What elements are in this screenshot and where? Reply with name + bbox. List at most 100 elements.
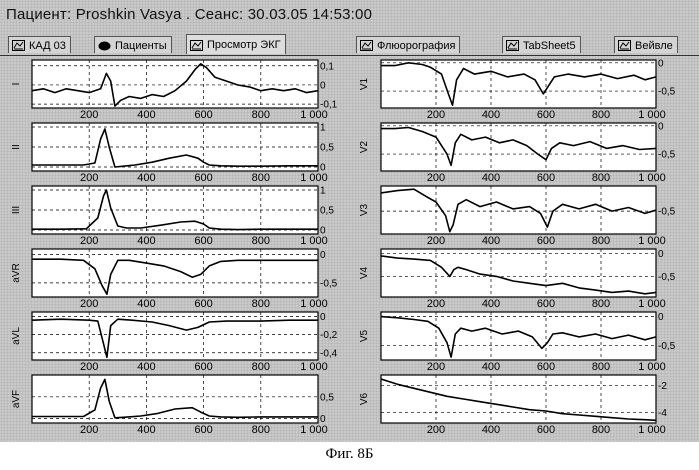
- ecg-panel-i: I 200 400 600 800 1 000 0,1 0 -0,1: [11, 60, 338, 121]
- y-tick-label: 0: [658, 249, 664, 260]
- x-tick-label: 600: [194, 172, 212, 184]
- y-tick-label: -0,5: [658, 207, 676, 218]
- x-tick-label: 400: [482, 235, 500, 247]
- x-tick-label: 400: [137, 235, 155, 247]
- x-tick-label: 400: [137, 109, 155, 121]
- x-tick-label: 600: [194, 361, 212, 373]
- plot-area: [381, 249, 656, 297]
- y-tick-label: 1: [320, 123, 326, 134]
- x-tick-label: 600: [537, 424, 555, 436]
- y-tick-label: 1: [320, 186, 326, 197]
- figure-caption: Фиг. 8Б: [0, 446, 699, 463]
- lead-label: V1: [359, 77, 370, 90]
- y-tick-label: -0,5: [658, 87, 676, 98]
- ecg-panel-v4: V42004006008001 0000-0,5: [359, 249, 676, 310]
- lead-label: V6: [359, 392, 370, 405]
- y-tick-label: 0: [320, 226, 326, 237]
- y-tick-label: 0: [320, 80, 326, 91]
- x-tick-label: 1 000: [300, 109, 328, 121]
- x-tick-label: 200: [427, 424, 445, 436]
- y-tick-label: 0,5: [320, 206, 334, 217]
- x-tick-label: 200: [80, 424, 98, 436]
- x-tick-label: 800: [592, 361, 610, 373]
- x-tick-label: 400: [482, 109, 500, 121]
- plot-area: [381, 375, 656, 423]
- x-tick-label: 600: [194, 424, 212, 436]
- x-tick-label: 600: [194, 235, 212, 247]
- x-tick-label: 200: [427, 235, 445, 247]
- y-tick-label: -0,4: [320, 348, 338, 359]
- x-tick-label: 600: [537, 109, 555, 121]
- lead-label: I: [11, 83, 22, 86]
- ecg-panel-v2: V22004006008001 0000-0,5: [359, 121, 676, 184]
- ecg-panel-avl: aVL2004006008001 0000-0,2-0,4: [11, 312, 338, 373]
- x-tick-label: 1 000: [638, 235, 666, 247]
- plot-area: [32, 60, 318, 108]
- x-tick-label: 200: [427, 172, 445, 184]
- x-tick-label: 200: [80, 235, 98, 247]
- ecg-viewer-window: Пациент: Proshkin Vasya . Сеанс: 30.03.0…: [0, 0, 699, 442]
- x-tick-label: 1 000: [638, 361, 666, 373]
- lead-label: V2: [359, 140, 370, 153]
- x-tick-label: 600: [537, 298, 555, 310]
- y-tick-label: 0: [658, 58, 664, 69]
- x-tick-label: 600: [194, 109, 212, 121]
- x-tick-label: 400: [137, 361, 155, 373]
- lead-label: II: [11, 144, 22, 150]
- x-tick-label: 200: [80, 109, 98, 121]
- y-tick-label: 0,5: [320, 143, 334, 154]
- lead-label: aVF: [11, 390, 22, 408]
- lead-label: V3: [359, 203, 370, 216]
- x-tick-label: 200: [427, 109, 445, 121]
- x-tick-label: 800: [252, 424, 270, 436]
- x-tick-label: 800: [252, 361, 270, 373]
- ecg-panel-v5: V52004006008001 0000-0,5: [359, 312, 676, 373]
- ecg-panel-iii: III2004006008001 00010,50: [11, 186, 334, 248]
- x-tick-label: 800: [592, 172, 610, 184]
- y-tick-label: 0,1: [320, 61, 334, 72]
- x-tick-label: 800: [592, 424, 610, 436]
- x-tick-label: 400: [137, 172, 155, 184]
- y-tick-label: -0,5: [658, 272, 676, 283]
- y-tick-label: -4: [658, 408, 667, 419]
- plot-area: [381, 60, 656, 108]
- plot-area: [381, 312, 656, 360]
- x-tick-label: 200: [80, 361, 98, 373]
- x-tick-label: 800: [592, 109, 610, 121]
- x-tick-label: 1 000: [638, 172, 666, 184]
- ecg-lead-panels: I2004006008001 0000,10-0,1II200400600800…: [0, 0, 699, 442]
- y-tick-label: -2: [658, 381, 667, 392]
- y-tick-label: 0: [658, 312, 664, 323]
- ecg-panel-ii: II2004006008001 00010,50: [11, 123, 334, 185]
- x-tick-label: 800: [592, 298, 610, 310]
- y-tick-label: -0,2: [320, 330, 338, 341]
- lead-label: aVR: [11, 263, 22, 282]
- x-tick-label: 800: [252, 109, 270, 121]
- x-tick-label: 200: [80, 172, 98, 184]
- ecg-panel-avf: aVF2004006008001 0000,50: [11, 375, 334, 436]
- x-tick-label: 400: [137, 424, 155, 436]
- x-tick-label: 1 000: [300, 235, 328, 247]
- y-tick-label: -0,1: [320, 100, 338, 111]
- x-tick-label: 400: [482, 361, 500, 373]
- x-tick-label: 800: [592, 235, 610, 247]
- x-tick-label: 600: [537, 172, 555, 184]
- x-tick-label: 600: [537, 235, 555, 247]
- x-tick-label: 1 000: [300, 172, 328, 184]
- x-tick-label: 800: [252, 298, 270, 310]
- x-tick-label: 1 000: [300, 298, 328, 310]
- x-tick-label: 400: [482, 424, 500, 436]
- y-tick-label: -0,5: [320, 278, 338, 289]
- x-tick-label: 600: [194, 298, 212, 310]
- lead-label: V4: [359, 266, 370, 279]
- ecg-panel-v1: V12004006008001 0000-0,5: [359, 58, 676, 121]
- x-tick-label: 1 000: [300, 424, 328, 436]
- x-tick-label: 600: [537, 361, 555, 373]
- ecg-panel-v3: V3 200 400 600 800 1 000 -0,5: [359, 186, 676, 247]
- y-tick-label: 0: [320, 163, 326, 174]
- x-tick-label: 400: [482, 298, 500, 310]
- y-tick-label: -0,5: [658, 150, 676, 161]
- lead-label: V5: [359, 329, 370, 342]
- x-tick-label: 1 000: [300, 361, 328, 373]
- x-tick-label: 200: [427, 298, 445, 310]
